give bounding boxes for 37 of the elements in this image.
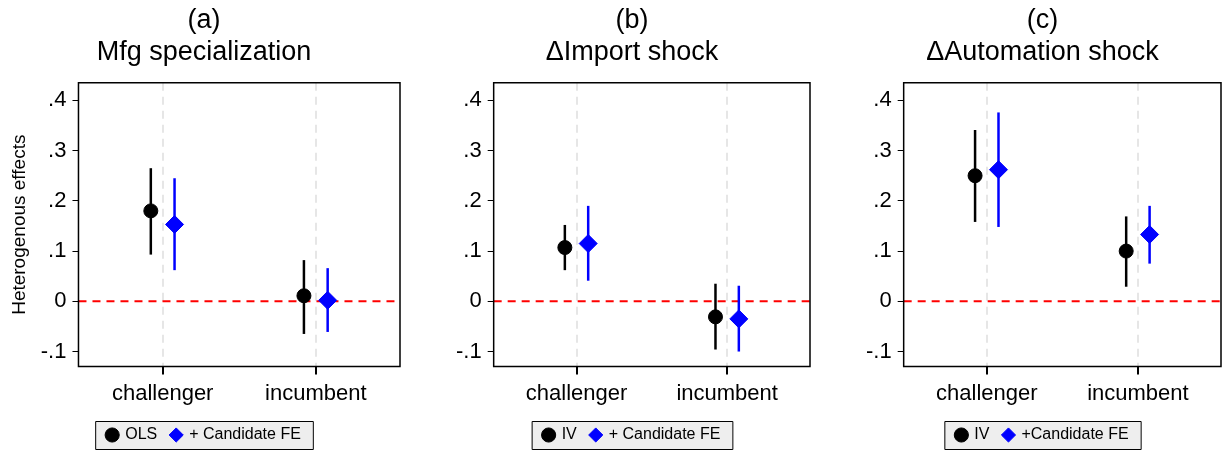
legend-label: IV (561, 425, 578, 443)
y-tick-label: 0 (879, 287, 892, 313)
legend-label: + Candidate FE (189, 425, 301, 443)
y-tick-label: .4 (873, 86, 892, 112)
y-tick-label: .2 (463, 186, 482, 212)
x-tick-label: incumbent (265, 379, 367, 405)
y-tick-label: .4 (463, 86, 482, 112)
chart-title: (c) (1026, 3, 1059, 34)
chart-subtitle: ΔAutomation shock (926, 36, 1160, 67)
y-tick-label: .1 (48, 237, 67, 263)
y-tick-label: -.1 (455, 337, 482, 363)
y-tick-label: .3 (463, 136, 482, 162)
y-axis-title: Heterogenous effects (7, 134, 29, 315)
y-tick-label: .3 (48, 136, 67, 162)
y-tick-label: 0 (469, 287, 482, 313)
x-tick-label: incumbent (676, 379, 778, 405)
y-tick-label: -.1 (40, 337, 67, 363)
x-tick-label: challenger (936, 379, 1038, 405)
y-tick-label: .1 (463, 237, 482, 263)
y-tick-label: .2 (48, 186, 67, 212)
y-tick-label: -.1 (865, 337, 892, 363)
y-tick-label: .2 (873, 186, 892, 212)
x-tick-label: incumbent (1087, 379, 1189, 405)
x-tick-label: challenger (111, 379, 214, 405)
x-tick-label: challenger (525, 379, 628, 405)
chart-subtitle: ΔImport shock (545, 36, 719, 67)
y-tick-label: .3 (873, 136, 892, 162)
legend-label: +Candidate FE (1021, 425, 1129, 443)
y-tick-label: .1 (873, 237, 892, 263)
legend-label: IV (974, 425, 990, 443)
y-tick-label: .4 (48, 86, 67, 112)
chart-title: (b) (615, 3, 649, 34)
legend-label: OLS (125, 425, 158, 443)
chart-subtitle: Mfg specialization (96, 36, 312, 67)
legend-label: + Candidate FE (608, 425, 721, 443)
y-tick-label: 0 (54, 287, 67, 313)
chart-title: (a) (187, 3, 221, 34)
